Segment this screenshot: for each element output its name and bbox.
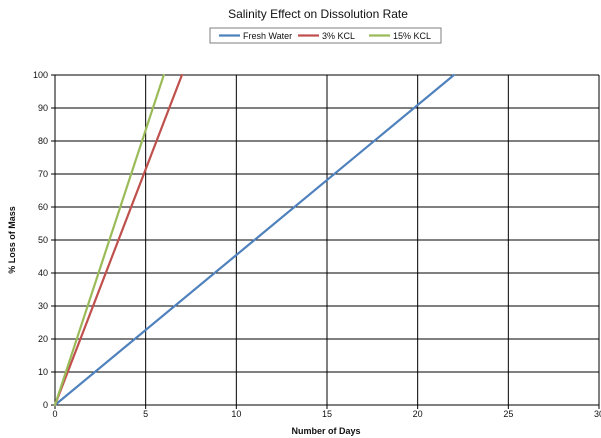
y-tick-label: 100 — [33, 70, 48, 80]
gridlines — [54, 74, 600, 406]
x-tick-label: 0 — [52, 409, 57, 419]
legend-label-fresh-water: Fresh Water — [243, 31, 292, 41]
legend-label-15-kcl: 15% KCL — [393, 31, 431, 41]
y-tick-label: 0 — [43, 400, 48, 410]
y-tick-label: 50 — [38, 235, 48, 245]
y-tick-label: 80 — [38, 136, 48, 146]
y-tick-label: 70 — [38, 169, 48, 179]
y-tick-label: 60 — [38, 202, 48, 212]
series-lines — [53, 73, 456, 407]
x-tick-label: 15 — [322, 409, 332, 419]
y-tick-label: 20 — [38, 334, 48, 344]
axes — [51, 74, 600, 409]
series-line-15-kcl — [53, 73, 165, 407]
y-tick-label: 10 — [38, 367, 48, 377]
y-tick-label: 40 — [38, 268, 48, 278]
tick-labels: 0 5 10 15 20 25 30 0 10 20 30 40 50 60 70 80 90 100 — [33, 70, 601, 419]
series-line-fresh-water — [53, 73, 456, 407]
y-tick-label: 30 — [38, 301, 48, 311]
chart-title: Salinity Effect on Dissolution Rate — [228, 7, 408, 21]
x-tick-label: 5 — [143, 409, 148, 419]
x-axis-label: Number of Days — [291, 426, 360, 436]
x-tick-label: 10 — [231, 409, 241, 419]
x-tick-label: 20 — [413, 409, 423, 419]
y-axis-label: % Loss of Mass — [7, 206, 17, 274]
legend-label-3-kcl: 3% KCL — [322, 31, 355, 41]
legend-box — [209, 27, 442, 44]
x-tick-label: 25 — [503, 409, 513, 419]
legend: Fresh Water 3% KCL 15% KCL — [209, 27, 442, 44]
y-tick-label: 90 — [38, 103, 48, 113]
series-line-3-kcl — [53, 73, 184, 407]
x-tick-label: 30 — [594, 409, 601, 419]
